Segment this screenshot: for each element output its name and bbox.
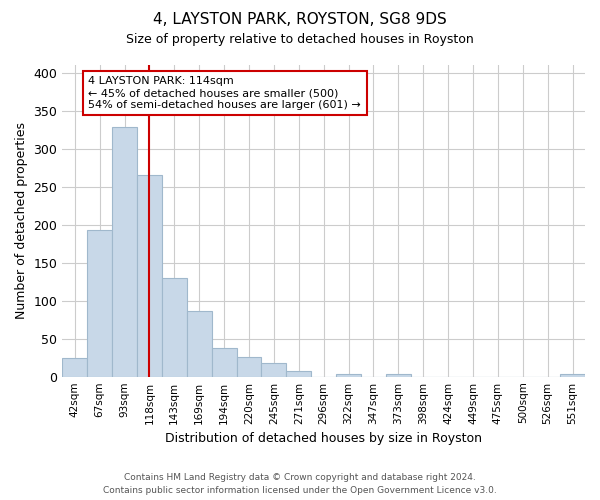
Bar [187, 312, 212, 376]
Y-axis label: Number of detached properties: Number of detached properties [15, 122, 28, 320]
Text: Contains HM Land Registry data © Crown copyright and database right 2024.
Contai: Contains HM Land Registry data © Crown c… [103, 473, 497, 495]
Bar [336, 374, 361, 376]
Bar [286, 370, 311, 376]
Bar [386, 374, 411, 376]
Bar [162, 278, 187, 376]
Bar [137, 175, 162, 376]
Bar [212, 348, 236, 376]
Text: 4 LAYSTON PARK: 114sqm
← 45% of detached houses are smaller (500)
54% of semi-de: 4 LAYSTON PARK: 114sqm ← 45% of detached… [88, 76, 361, 110]
Text: 4, LAYSTON PARK, ROYSTON, SG8 9DS: 4, LAYSTON PARK, ROYSTON, SG8 9DS [153, 12, 447, 28]
Bar [62, 358, 87, 376]
Bar [560, 374, 585, 376]
Bar [236, 357, 262, 376]
Bar [262, 363, 286, 376]
Bar [112, 128, 137, 376]
Text: Size of property relative to detached houses in Royston: Size of property relative to detached ho… [126, 32, 474, 46]
X-axis label: Distribution of detached houses by size in Royston: Distribution of detached houses by size … [165, 432, 482, 445]
Bar [87, 230, 112, 376]
